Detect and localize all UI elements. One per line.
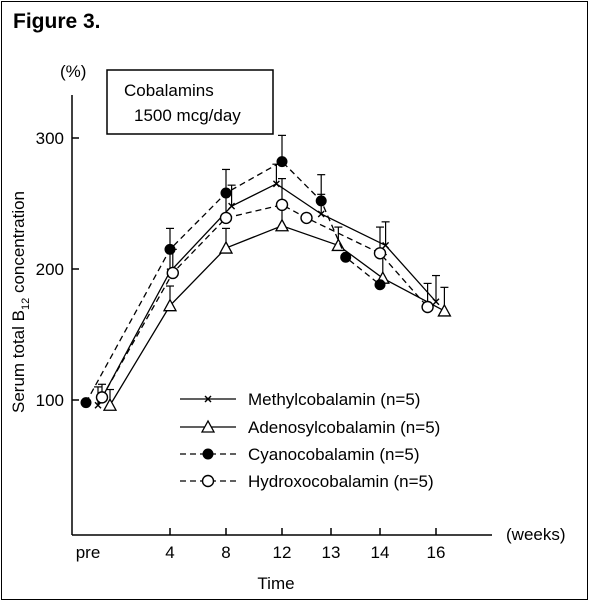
- data-point: [166, 266, 180, 280]
- series-line: [97, 183, 437, 406]
- series-2: [80, 134, 386, 409]
- y-axis-title-main: Serum total B: [9, 310, 28, 413]
- y-axis-title-rest: concentration: [9, 191, 28, 298]
- data-point: [276, 156, 288, 168]
- data-point: [218, 240, 234, 254]
- data-point: [432, 298, 440, 306]
- data-point: [95, 391, 109, 404]
- data-point: [162, 298, 178, 312]
- data-point: [437, 303, 452, 317]
- data-point: [382, 241, 390, 249]
- series-line: [109, 225, 445, 406]
- series-line: [85, 160, 381, 403]
- data-point: [102, 397, 118, 411]
- legend-marker: [201, 474, 215, 488]
- legend-entry: Cyanocobalamin (n=5): [180, 445, 420, 464]
- data-point: [300, 211, 313, 225]
- legend-label: Cyanocobalamin (n=5): [248, 445, 420, 464]
- data-point: [80, 397, 92, 409]
- x-tick-label: 8: [221, 543, 230, 562]
- x-unit: (weeks): [506, 525, 566, 544]
- data-point: [272, 180, 280, 188]
- data-point: [275, 198, 289, 212]
- dose-box-line-1: Cobalamins: [124, 81, 214, 100]
- y-unit: (%): [60, 62, 86, 81]
- data-point: [340, 251, 352, 263]
- x-tick-label: 4: [165, 543, 174, 562]
- legend-marker: [200, 419, 216, 433]
- legend-label: Methylcobalamin (n=5): [248, 390, 420, 409]
- y-tick-label: 200: [36, 260, 64, 279]
- x-tick-label: pre: [76, 543, 101, 562]
- x-tick-label: 16: [427, 543, 446, 562]
- y-tick-label: 100: [36, 391, 64, 410]
- data-point: [219, 211, 233, 225]
- data-point: [228, 202, 236, 210]
- y-axis-title-subscript: 12: [20, 298, 32, 310]
- x-axis-title: Time: [257, 574, 294, 593]
- legend-marker: [204, 395, 212, 403]
- legend-entry: Methylcobalamin (n=5): [180, 390, 420, 409]
- legend-entry: Adenosylcobalamin (n=5): [180, 418, 440, 437]
- data-point: [374, 279, 386, 291]
- legend-marker: [202, 448, 214, 460]
- dose-box-line-2: 1500 mcg/day: [134, 106, 241, 125]
- legend-entry: Hydroxocobalamin (n=5): [180, 472, 434, 491]
- series-3: [95, 178, 434, 404]
- series-0: [94, 163, 440, 409]
- series-line: [101, 204, 429, 398]
- y-tick-label: 300: [36, 129, 64, 148]
- data-point: [315, 195, 327, 207]
- legend-label: Hydroxocobalamin (n=5): [248, 472, 434, 491]
- x-tick-label: 12: [273, 543, 292, 562]
- figure-label: Figure 3.: [13, 10, 101, 33]
- data-point: [421, 300, 434, 314]
- dose-box: [106, 69, 274, 135]
- y-axis-title: Serum total B12 concentration: [9, 191, 32, 413]
- data-point: [274, 218, 290, 232]
- x-tick-label: 14: [371, 543, 390, 562]
- data-point: [373, 247, 387, 260]
- data-point: [331, 238, 346, 252]
- series-1: [102, 205, 452, 411]
- data-point: [317, 210, 325, 218]
- legend-label: Adenosylcobalamin (n=5): [248, 418, 440, 437]
- x-tick-label: 13: [322, 543, 341, 562]
